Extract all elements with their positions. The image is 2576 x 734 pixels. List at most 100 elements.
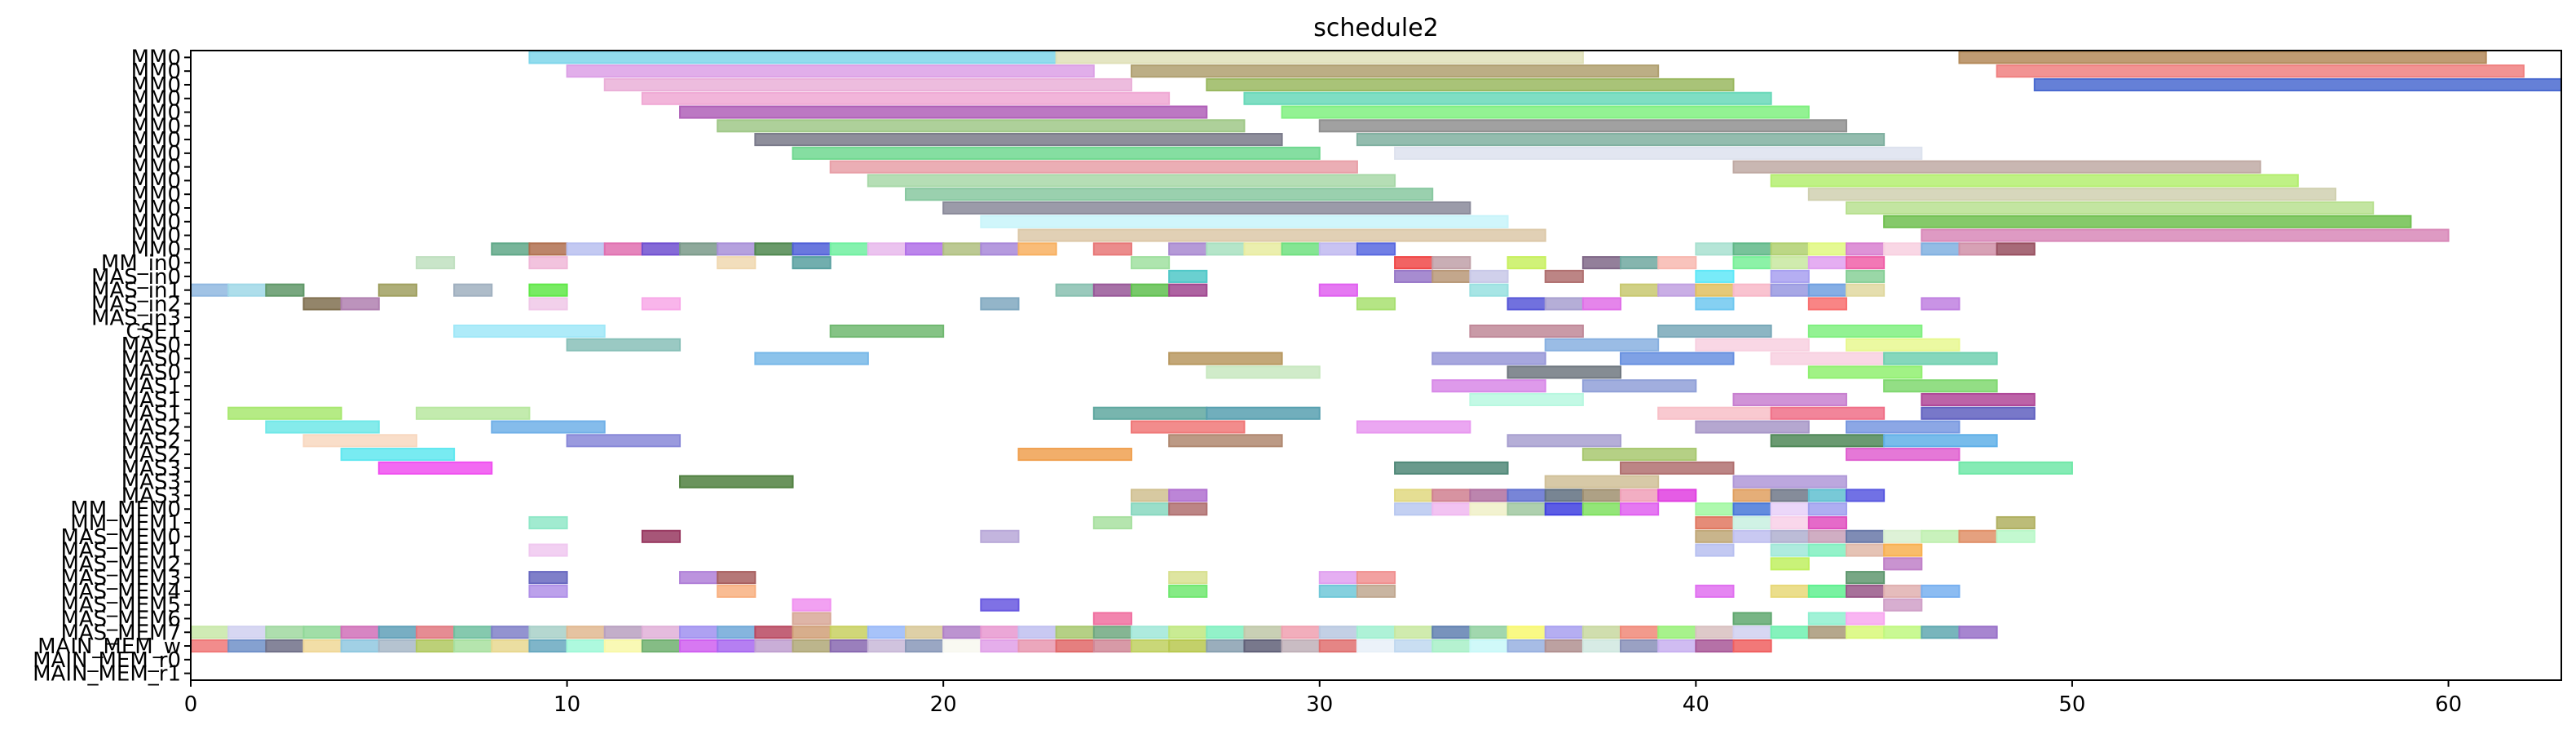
task-bar: [1469, 489, 1509, 502]
task-bar: [1581, 379, 1697, 393]
task-bar: [1807, 324, 1923, 338]
task-bar: [1431, 269, 1471, 283]
task-bar: [1845, 448, 1961, 462]
task-bar: [1544, 338, 1660, 352]
task-bar: [1394, 256, 1434, 270]
row-label: MAS3: [121, 471, 181, 495]
task-bar: [1206, 406, 1321, 420]
row-label: MAS0: [121, 360, 181, 385]
task-bar: [190, 639, 230, 653]
task-bar: [1921, 406, 2036, 420]
task-bar: [1168, 242, 1208, 256]
row-label: MAS_in2: [91, 292, 181, 316]
task-bar: [1620, 283, 1660, 297]
task-bar: [1356, 242, 1396, 256]
task-bar: [1883, 434, 1998, 448]
task-bar: [377, 639, 417, 653]
task-bar: [1657, 283, 1697, 297]
task-bar: [265, 639, 305, 653]
row-label: MM0: [131, 87, 181, 112]
task-bar: [1958, 626, 1998, 639]
task-bar: [265, 626, 305, 639]
task-bar: [1469, 639, 1509, 653]
task-bar: [1695, 269, 1735, 283]
task-bar: [1130, 639, 1171, 653]
task-bar: [1657, 626, 1697, 639]
task-bar: [227, 626, 267, 639]
task-bar: [377, 283, 417, 297]
task-bar: [1206, 242, 1246, 256]
task-bar: [1206, 365, 1321, 379]
row-label: MAS_in1: [91, 279, 181, 303]
task-bar: [1544, 475, 1660, 489]
task-bar: [1921, 392, 2036, 407]
task-bar: [1168, 269, 1208, 283]
task-bars: [190, 51, 2563, 653]
task-bar: [491, 639, 531, 653]
task-bar: [377, 461, 493, 475]
task-bar: [1883, 543, 1923, 557]
task-bar: [528, 51, 1057, 64]
task-bar: [453, 283, 493, 297]
task-bar: [1845, 283, 1886, 297]
task-bar: [1620, 626, 1660, 639]
task-bar: [1807, 515, 1847, 530]
row-label: MAS2: [121, 429, 181, 453]
task-bar: [1092, 515, 1132, 530]
task-bar: [1620, 461, 1735, 475]
task-bar: [1394, 146, 1923, 160]
task-bar: [1506, 639, 1546, 653]
task-bar: [415, 256, 456, 270]
task-bar: [1168, 639, 1208, 653]
task-bar: [1695, 297, 1735, 311]
task-bar: [415, 406, 531, 420]
row-label: MM0: [131, 101, 181, 126]
task-bar: [1921, 626, 1961, 639]
task-bar: [1544, 489, 1584, 502]
task-bar: [1732, 242, 1772, 256]
row-label: MAS_MEM4: [60, 580, 181, 604]
task-bar: [1017, 228, 1546, 242]
task-bar: [905, 188, 1434, 201]
task-bar: [717, 639, 756, 653]
task-bar: [1958, 242, 1998, 256]
task-bar: [1168, 626, 1208, 639]
task-bar: [1807, 502, 1847, 516]
task-bar: [1807, 529, 1847, 543]
task-bar: [867, 626, 907, 639]
task-bar: [1281, 626, 1321, 639]
task-bar: [792, 598, 831, 612]
task-bar: [1732, 515, 1772, 530]
task-bar: [679, 626, 719, 639]
task-bar: [1845, 612, 1886, 626]
task-bar: [1356, 571, 1396, 585]
row-label: MAS_in0: [91, 265, 181, 290]
task-bar: [792, 146, 1321, 160]
task-bar: [1996, 515, 2036, 530]
task-bar: [1845, 489, 1886, 502]
task-bar: [942, 626, 982, 639]
row-label: MAS_MEM7: [60, 621, 181, 645]
task-bar: [1807, 612, 1847, 626]
task-bar: [679, 639, 719, 653]
task-bar: [1732, 256, 1772, 270]
task-bar: [717, 256, 756, 270]
task-bar: [1657, 489, 1697, 502]
task-bar: [340, 448, 456, 462]
task-bar: [1807, 365, 1923, 379]
task-bar: [1318, 584, 1358, 598]
task-bar: [641, 297, 681, 311]
task-bar: [1318, 639, 1358, 653]
task-bar: [1770, 283, 1810, 297]
task-bar: [792, 612, 831, 626]
task-bar: [190, 626, 230, 639]
task-bar: [1394, 269, 1434, 283]
task-bar: [641, 242, 681, 256]
task-bar: [1168, 584, 1208, 598]
task-bar: [566, 639, 606, 653]
task-bar: [641, 626, 681, 639]
task-bar: [1130, 502, 1171, 516]
task-bar: [717, 584, 756, 598]
task-bar: [528, 639, 568, 653]
task-bar: [1695, 515, 1735, 530]
